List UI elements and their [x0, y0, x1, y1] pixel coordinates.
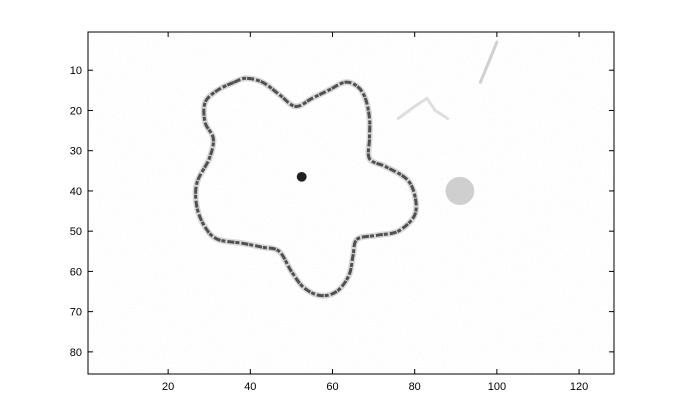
y-tick-label: 30	[70, 146, 82, 158]
x-tick-label: 120	[570, 381, 588, 393]
y-tick-label: 80	[70, 347, 82, 359]
image-noise	[88, 32, 614, 374]
y-tick-label: 60	[70, 266, 82, 278]
x-axis: 20 40 60 80 100 120	[162, 32, 588, 393]
y-tick-label: 40	[70, 186, 82, 198]
x-tick-label: 60	[326, 381, 338, 393]
faint-streak-upper	[478, 40, 499, 84]
image-marks	[192, 40, 499, 299]
center-spot	[296, 172, 307, 182]
y-tick-label: 70	[70, 307, 82, 319]
x-tick-label: 20	[162, 381, 174, 393]
plot-frame	[87, 31, 615, 375]
x-tick-label: 80	[409, 381, 421, 393]
x-tick-label: 100	[488, 381, 506, 393]
flower-outline	[194, 76, 418, 298]
y-tick-label: 50	[70, 226, 82, 238]
y-axis: 10 20 30 40 50 60 70 80	[70, 65, 614, 359]
y-tick-label: 10	[70, 65, 82, 77]
x-tick-label: 40	[244, 381, 256, 393]
faint-streak-mid	[396, 96, 450, 120]
y-tick-label: 20	[70, 105, 82, 117]
faint-blob	[445, 176, 475, 206]
